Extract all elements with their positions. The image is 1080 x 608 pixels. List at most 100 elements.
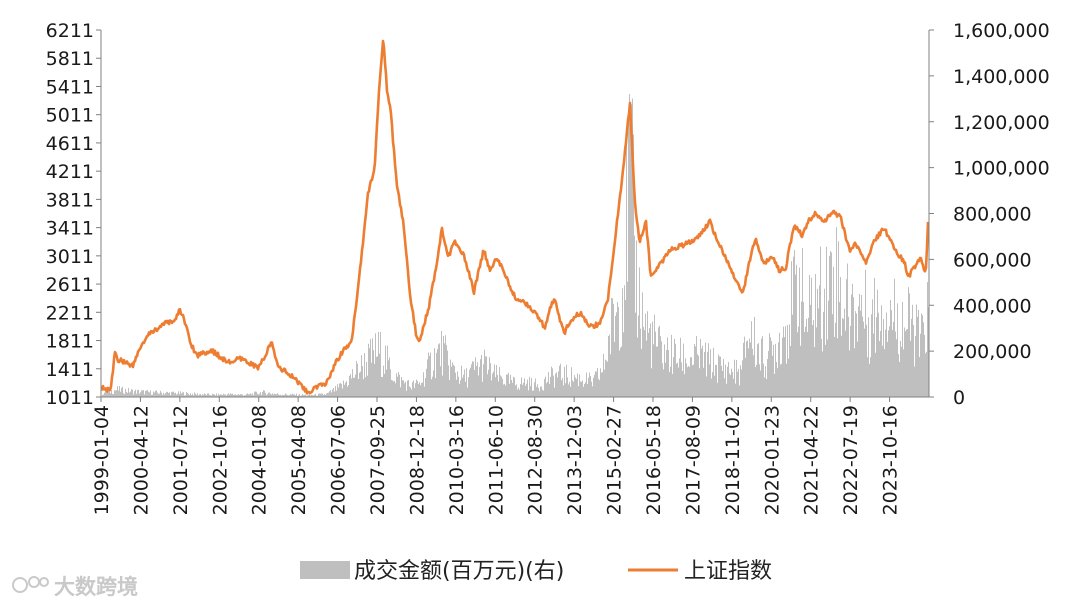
- volume-bar: [730, 375, 731, 397]
- volume-bar: [925, 353, 926, 397]
- left-tick-label: 5411: [46, 76, 94, 98]
- volume-bar: [299, 394, 300, 397]
- volume-bar: [415, 383, 416, 397]
- watermark-logo-icon: [12, 576, 49, 593]
- volume-bar: [216, 393, 217, 397]
- volume-bar: [544, 378, 545, 397]
- volume-bar: [418, 384, 419, 397]
- volume-bar: [720, 356, 721, 397]
- volume-bar: [643, 327, 644, 397]
- volume-bar: [789, 324, 790, 397]
- volume-bar: [787, 324, 788, 397]
- volume-bar: [427, 359, 428, 397]
- volume-bar: [482, 381, 483, 397]
- volume-bar: [380, 331, 381, 397]
- volume-bar: [775, 343, 776, 397]
- volume-bar: [518, 387, 519, 397]
- volume-bar: [736, 359, 737, 397]
- volume-bar: [830, 251, 831, 397]
- volume-bar: [719, 356, 720, 397]
- volume-bar: [755, 367, 756, 397]
- x-tick-label: 2015-02-27: [604, 405, 626, 515]
- volume-bar: [646, 340, 647, 397]
- volume-bar: [769, 333, 770, 397]
- volume-bar: [477, 362, 478, 397]
- volume-bar: [760, 370, 761, 397]
- volume-bar: [285, 393, 286, 397]
- volume-bar: [179, 393, 180, 397]
- volume-bar: [671, 334, 672, 397]
- volume-bar: [291, 394, 292, 397]
- left-tick-label: 6211: [46, 20, 94, 42]
- volume-bar: [313, 395, 314, 397]
- volume-bar: [579, 374, 580, 397]
- volume-bar: [538, 387, 539, 397]
- volume-bar: [595, 371, 596, 397]
- volume-bar: [727, 366, 728, 397]
- volume-bar: [637, 337, 638, 397]
- volume-bar: [751, 321, 752, 397]
- volume-bar: [556, 372, 557, 397]
- volume-bar: [218, 393, 219, 397]
- index-line: [100, 39, 930, 395]
- volume-bar: [780, 364, 781, 397]
- x-tick-label: 2018-11-02: [722, 405, 744, 515]
- volume-bar: [156, 390, 157, 397]
- volume-bar: [664, 344, 665, 397]
- volume-bar: [312, 395, 313, 397]
- volume-bar: [598, 378, 599, 397]
- volume-bar: [396, 373, 397, 397]
- volume-bar: [809, 275, 810, 397]
- volume-bar: [582, 380, 583, 397]
- volume-bar: [174, 393, 175, 397]
- volume-bar: [800, 345, 801, 397]
- volume-bar: [804, 332, 805, 397]
- volume-bar: [152, 394, 153, 397]
- volume-bar: [565, 383, 566, 397]
- volume-bar: [563, 385, 564, 397]
- volume-bar: [669, 372, 670, 397]
- volume-bar: [442, 375, 443, 397]
- volume-bar: [843, 319, 844, 397]
- volume-bar: [334, 391, 335, 397]
- volume-bar: [859, 294, 860, 397]
- volume-bar: [572, 380, 573, 397]
- volume-bar: [188, 393, 189, 397]
- volume-bar: [825, 344, 826, 397]
- volume-bar: [108, 390, 109, 397]
- volume-bar: [526, 383, 527, 397]
- volume-bar: [510, 374, 511, 397]
- volume-bar: [280, 394, 281, 397]
- volume-bar: [542, 389, 543, 397]
- volume-bar: [382, 376, 383, 397]
- volume-bar: [831, 252, 832, 397]
- volume-bar: [655, 331, 656, 397]
- volume-bar: [456, 379, 457, 397]
- volume-bar: [612, 298, 613, 397]
- volume-bar: [642, 292, 643, 397]
- volume-bar: [161, 392, 162, 397]
- volume-bar: [596, 371, 597, 397]
- volume-bar: [466, 368, 467, 397]
- volume-bar: [891, 310, 892, 397]
- volume-bar: [697, 354, 698, 397]
- volume-bar: [487, 374, 488, 397]
- volume-bar: [149, 392, 150, 397]
- volume-bar: [887, 342, 888, 397]
- volume-bar: [781, 363, 782, 397]
- legend-swatch-volume: [300, 561, 350, 579]
- volume-bar: [257, 393, 258, 397]
- volume-bar: [440, 366, 441, 397]
- volume-bar: [136, 393, 137, 397]
- volume-bar: [805, 326, 806, 397]
- volume-bar: [627, 281, 628, 397]
- volume-bar: [586, 372, 587, 397]
- volume-bar: [209, 394, 210, 397]
- volume-bar: [240, 394, 241, 397]
- volume-bar: [703, 367, 704, 397]
- volume-bar: [389, 357, 390, 397]
- volume-bar: [426, 368, 427, 397]
- volume-bar: [130, 391, 131, 397]
- volume-bar: [473, 361, 474, 397]
- volume-bar: [484, 349, 485, 397]
